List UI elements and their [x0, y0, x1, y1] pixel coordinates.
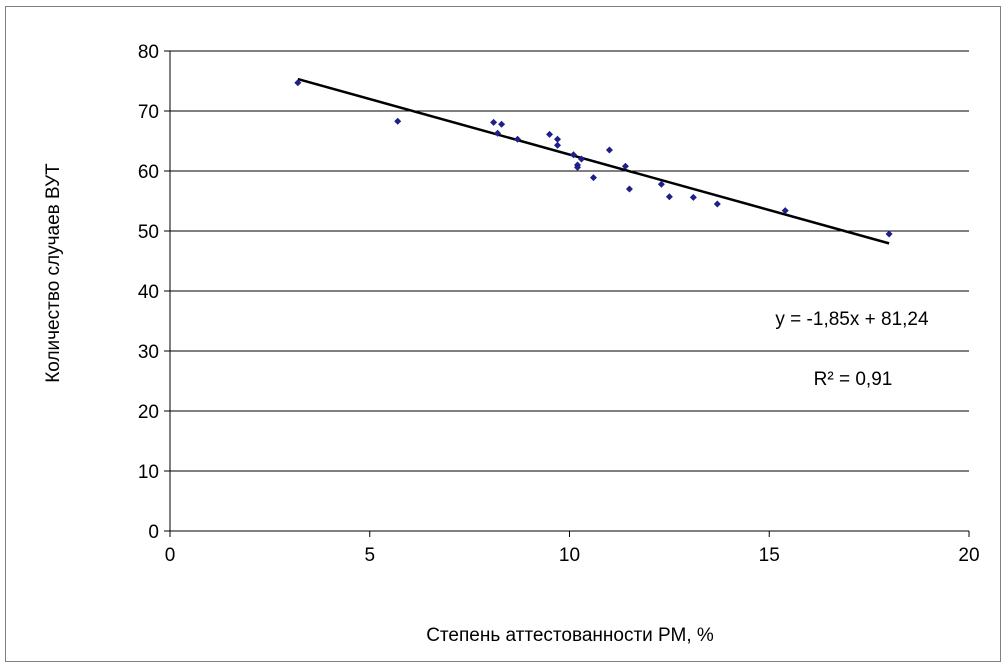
- data-point-3: [498, 120, 506, 128]
- data-points: [294, 79, 893, 238]
- r-squared-label: R² = 0,91: [814, 369, 893, 390]
- y-tick-label-50: 50: [138, 222, 159, 243]
- data-point-9: [569, 151, 577, 159]
- tick-labels: 0 10 20 30 40 50 60 70 80 0 5 10 15 20: [138, 42, 980, 566]
- x-tick-label-5: 5: [364, 545, 375, 566]
- linear-trendline: [297, 77, 890, 245]
- y-axis-title: Количество случаев ВУТ: [43, 163, 64, 383]
- data-point-17: [657, 180, 665, 188]
- data-point-21: [781, 207, 789, 215]
- x-tick-label-0: 0: [165, 545, 176, 566]
- data-point-0: [294, 79, 302, 87]
- data-point-6: [546, 130, 554, 138]
- y-tick-label-0: 0: [148, 522, 159, 543]
- data-point-7: [554, 135, 562, 143]
- x-axis-title: Степень аттестованности РМ, %: [426, 625, 714, 646]
- data-point-2: [490, 118, 498, 126]
- data-point-22: [885, 230, 893, 238]
- data-point-1: [394, 117, 402, 125]
- y-tick-label-10: 10: [138, 462, 159, 483]
- data-point-19: [689, 193, 697, 201]
- data-point-16: [625, 185, 633, 193]
- x-tick-label-15: 15: [759, 545, 780, 566]
- data-point-13: [605, 146, 613, 154]
- y-tick-label-20: 20: [138, 402, 159, 423]
- data-point-4: [494, 129, 502, 137]
- data-point-18: [665, 193, 673, 201]
- data-point-15: [589, 174, 597, 182]
- y-tick-label-60: 60: [138, 162, 159, 183]
- chart-frame: [5, 6, 1001, 662]
- y-tick-label-80: 80: [138, 42, 159, 63]
- trendline: [297, 77, 890, 245]
- data-point-14: [621, 162, 629, 170]
- data-point-8: [554, 141, 562, 149]
- x-tick-label-10: 10: [559, 545, 580, 566]
- gridlines: [170, 50, 969, 472]
- data-point-20: [713, 200, 721, 208]
- data-point-10: [577, 155, 585, 163]
- trendline-equation: y = -1,85x + 81,24: [775, 309, 929, 330]
- data-point-5: [514, 135, 522, 143]
- data-point-12: [573, 163, 581, 171]
- axes: [164, 50, 970, 537]
- y-tick-label-70: 70: [138, 102, 159, 123]
- y-tick-label-40: 40: [138, 282, 159, 303]
- x-tick-label-20: 20: [958, 545, 979, 566]
- y-tick-label-30: 30: [138, 342, 159, 363]
